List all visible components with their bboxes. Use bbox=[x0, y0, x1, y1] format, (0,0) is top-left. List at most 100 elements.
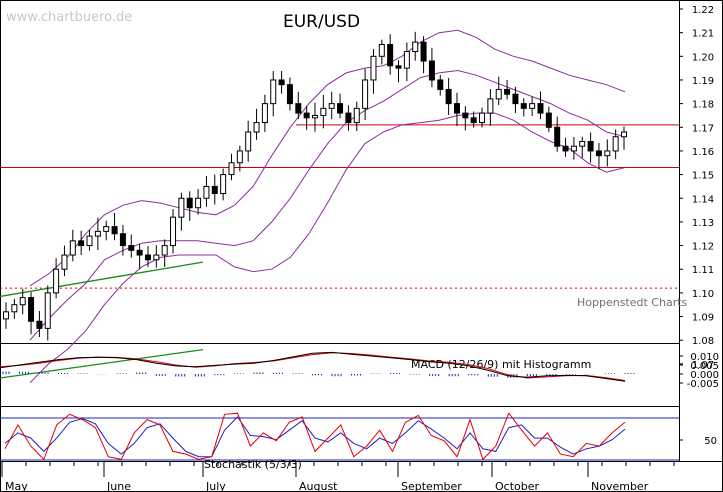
candle-body bbox=[161, 245, 168, 256]
candle-body bbox=[36, 320, 43, 329]
price-tick-label: 1.10 bbox=[692, 289, 714, 300]
y-axis: 1.22 1.21 1.20 1.19 1.18 1.17 1.16 1.15 1.14 1.13… bbox=[679, 5, 719, 447]
candle-body bbox=[337, 103, 344, 114]
price-tick-label: 1.15 bbox=[692, 171, 714, 182]
month-label: October bbox=[495, 480, 539, 492]
candle-body bbox=[362, 79, 369, 109]
candle-body bbox=[554, 126, 561, 147]
candle-body bbox=[28, 297, 35, 322]
price-tick-label: 1.12 bbox=[692, 242, 714, 253]
candle-body bbox=[303, 112, 310, 119]
price-tick-label: 1.08 bbox=[692, 336, 714, 347]
candle-body bbox=[111, 226, 118, 235]
candle-body bbox=[44, 292, 51, 329]
candle-body bbox=[295, 103, 302, 114]
candle-body bbox=[403, 51, 410, 69]
candle-body bbox=[211, 185, 218, 195]
price-tick-label: 1.13 bbox=[692, 218, 714, 229]
candle-body bbox=[69, 240, 76, 256]
candle-body bbox=[570, 145, 577, 152]
trend-line bbox=[0, 261, 204, 298]
candle-body bbox=[428, 60, 435, 81]
candle-body bbox=[328, 103, 335, 109]
candle-body bbox=[495, 88, 502, 100]
price-tick-label: 1.22 bbox=[692, 5, 714, 16]
stochastic-d-line bbox=[4, 416, 626, 458]
chart-title: EUR/USD bbox=[283, 12, 360, 32]
candle-body bbox=[203, 185, 210, 199]
candle-body bbox=[3, 311, 9, 320]
candle-body bbox=[437, 79, 444, 90]
credit-label: Hoppenstedt Charts bbox=[577, 296, 688, 309]
candle-body bbox=[253, 122, 260, 133]
candle-body bbox=[453, 103, 460, 114]
price-tick-label: 1.18 bbox=[692, 100, 714, 111]
candle-body bbox=[487, 98, 494, 114]
candle-body bbox=[412, 41, 419, 53]
candle-body bbox=[387, 43, 394, 67]
stochastic-label: Stochastik (5/3/3) bbox=[204, 458, 302, 471]
candle-body bbox=[595, 150, 602, 157]
site-watermark: www.chartbuero.de bbox=[6, 10, 132, 25]
stochastic-k-line bbox=[4, 412, 626, 461]
trend-line bbox=[0, 349, 204, 379]
candle-body bbox=[278, 79, 285, 86]
candle-body bbox=[579, 140, 586, 147]
candle-body bbox=[420, 41, 427, 62]
bollinger-band bbox=[29, 112, 626, 384]
macd-tick-label: -0.005 bbox=[687, 379, 719, 390]
candle-body bbox=[512, 93, 519, 105]
candle-body bbox=[562, 145, 569, 152]
candle-body bbox=[587, 140, 594, 152]
candle-body bbox=[11, 304, 18, 313]
candle-body bbox=[78, 240, 85, 247]
candle-body bbox=[136, 249, 143, 256]
candle-body bbox=[178, 197, 185, 218]
candle-body bbox=[462, 112, 469, 119]
candle-body bbox=[228, 162, 235, 176]
candle-body bbox=[53, 268, 60, 294]
price-tick-label: 1.16 bbox=[692, 147, 714, 158]
candle-body bbox=[86, 235, 93, 247]
candle-body bbox=[61, 254, 68, 270]
candle-body bbox=[119, 233, 126, 247]
candle-body bbox=[520, 103, 527, 109]
candle-body bbox=[370, 55, 377, 81]
price-tick-label: 1.19 bbox=[692, 76, 714, 87]
candle-body bbox=[261, 103, 268, 124]
candle-body bbox=[320, 107, 327, 116]
bollinger-band bbox=[29, 29, 626, 287]
candle-body bbox=[621, 131, 627, 138]
candle-body bbox=[612, 136, 619, 152]
x-axis: May June July August September October Novembe… bbox=[1, 462, 675, 492]
candle-body bbox=[270, 79, 277, 105]
candle-body bbox=[94, 230, 101, 237]
price-tick-label: 1.09 bbox=[692, 313, 714, 324]
candle-body bbox=[195, 197, 202, 209]
candle-body bbox=[236, 150, 243, 164]
candle-body bbox=[353, 107, 360, 124]
candle-body bbox=[504, 88, 511, 95]
candle-body bbox=[445, 88, 452, 105]
candle-body bbox=[186, 197, 193, 209]
month-label: August bbox=[299, 480, 338, 492]
price-tick-label: 1.11 bbox=[692, 265, 714, 276]
price-tick-label: 1.20 bbox=[692, 52, 714, 63]
candle-body bbox=[128, 245, 135, 251]
candle-body bbox=[537, 103, 544, 114]
candle-body bbox=[345, 112, 352, 124]
month-label: July bbox=[205, 480, 226, 492]
macd-tick-label: 0.010 bbox=[690, 352, 719, 363]
candle-body bbox=[153, 254, 160, 261]
candle-body bbox=[604, 150, 611, 157]
candle-body bbox=[479, 112, 486, 124]
macd-label: MACD (12/26/9) mit Histogramm bbox=[411, 358, 591, 371]
price-tick-label: 1.07 bbox=[692, 360, 714, 371]
candle-body bbox=[19, 297, 26, 306]
month-label: June bbox=[106, 480, 131, 492]
month-label: November bbox=[591, 480, 649, 492]
candle-body bbox=[286, 84, 293, 105]
candle-body bbox=[245, 131, 252, 152]
candle-body bbox=[545, 112, 552, 128]
